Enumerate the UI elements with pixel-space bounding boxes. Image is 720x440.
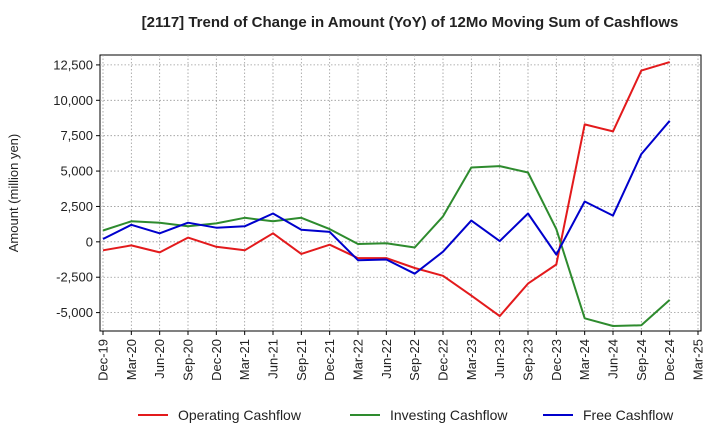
legend-label-operating-cashflow: Operating Cashflow	[178, 407, 302, 423]
operating-cashflow-line	[102, 61, 670, 318]
x-tick-label: Dec-24	[662, 339, 677, 381]
x-tick-label: Sep-21	[294, 339, 309, 381]
y-tick-label: -5,000	[56, 305, 93, 320]
x-tick-label: Sep-24	[634, 339, 649, 381]
y-axis-label: Amount (million yen)	[6, 134, 21, 253]
y-tick-label: -2,500	[56, 270, 93, 285]
chart-title: [2117] Trend of Change in Amount (YoY) o…	[142, 14, 679, 31]
x-tick-label: Dec-23	[549, 339, 564, 381]
x-tick-label: Sep-22	[407, 339, 422, 381]
x-tick-label: Jun-20	[152, 339, 167, 379]
x-tick-label: Dec-20	[209, 339, 224, 381]
legend: Operating Cashflow Investing Cashflow Free…	[138, 407, 674, 423]
y-tick-label: 10,000	[53, 93, 93, 108]
y-tick-label: 12,500	[53, 57, 93, 72]
x-tick-label: Mar-24	[577, 339, 592, 380]
x-tick-label: Jun-21	[266, 339, 281, 379]
legend-label-free-cashflow: Free Cashflow	[583, 407, 674, 423]
y-tick-label: 2,500	[60, 199, 93, 214]
x-tick-label: Dec-21	[322, 339, 337, 381]
x-tick-label: Mar-21	[237, 339, 252, 380]
x-tick-label: Mar-25	[691, 339, 706, 380]
free-cashflow-line	[102, 120, 671, 275]
x-tick-label: Sep-23	[521, 339, 536, 381]
x-tick-label: Dec-22	[436, 339, 451, 381]
y-tick-label: 5,000	[60, 164, 93, 179]
legend-label-investing-cashflow: Investing Cashflow	[390, 407, 508, 423]
y-axis-ticks: -5,000 -2,500 0 2,500 5,000 7,500 10,000 12,500	[53, 57, 100, 320]
x-tick-label: Sep-20	[181, 339, 196, 381]
x-axis-ticks: Dec-19 Mar-20 Jun-20 Sep-20 Dec-20 Mar-21 Jun-…	[96, 331, 706, 381]
x-tick-label: Jun-22	[379, 339, 394, 379]
x-tick-label: Dec-19	[96, 339, 111, 381]
x-tick-label: Mar-22	[351, 339, 366, 380]
grid	[100, 55, 701, 331]
x-tick-label: Jun-24	[606, 339, 621, 379]
series-lines	[102, 61, 671, 327]
y-tick-label: 7,500	[60, 128, 93, 143]
x-tick-label: Mar-23	[464, 339, 479, 380]
x-tick-label: Mar-20	[124, 339, 139, 380]
x-tick-label: Jun-23	[492, 339, 507, 379]
plot-area	[99, 54, 702, 332]
y-tick-label: 0	[86, 234, 93, 249]
